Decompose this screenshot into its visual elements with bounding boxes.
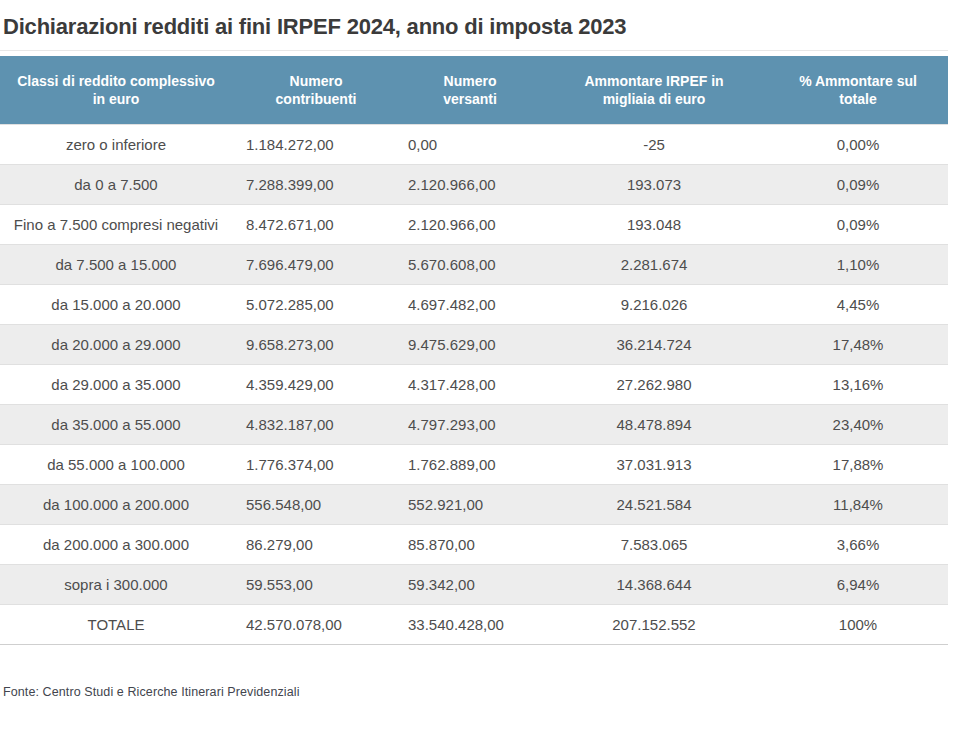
value-cell: 9.475.629,00 [400, 324, 540, 364]
value-cell: 36.214.724 [540, 324, 768, 364]
income-class-cell: da 20.000 a 29.000 [0, 324, 232, 364]
value-cell: 0,00 [400, 124, 540, 164]
value-cell: 4.359.429,00 [232, 364, 400, 404]
value-cell: 5.072.285,00 [232, 284, 400, 324]
column-header-5: % Ammontare sul totale [768, 56, 948, 124]
value-cell: 0,09% [768, 164, 948, 204]
table-row-total: TOTALE42.570.078,0033.540.428,00207.152.… [0, 604, 948, 644]
value-cell: 85.870,00 [400, 524, 540, 564]
value-cell: 100% [768, 604, 948, 644]
column-header-2: Numero contribuenti [232, 56, 400, 124]
value-cell: 9.216.026 [540, 284, 768, 324]
table-header-row: Classi di reddito complessivo in euroNum… [0, 56, 948, 124]
value-cell: 4.317.428,00 [400, 364, 540, 404]
value-cell: 1.762.889,00 [400, 444, 540, 484]
value-cell: 27.262.980 [540, 364, 768, 404]
value-cell: 11,84% [768, 484, 948, 524]
value-cell: 4.832.187,00 [232, 404, 400, 444]
value-cell: 86.279,00 [232, 524, 400, 564]
value-cell: 4.697.482,00 [400, 284, 540, 324]
table-row: zero o inferiore1.184.272,000,00-250,00% [0, 124, 948, 164]
value-cell: 23,40% [768, 404, 948, 444]
income-class-cell: Fino a 7.500 compresi negativi [0, 204, 232, 244]
column-header-1: Classi di reddito complessivo in euro [0, 56, 232, 124]
income-class-cell: da 29.000 a 35.000 [0, 364, 232, 404]
value-cell: 7.696.479,00 [232, 244, 400, 284]
table-body: zero o inferiore1.184.272,000,00-250,00%… [0, 124, 948, 644]
income-class-cell: TOTALE [0, 604, 232, 644]
irpef-data-table: Classi di reddito complessivo in euroNum… [0, 56, 948, 645]
income-class-cell: da 35.000 a 55.000 [0, 404, 232, 444]
value-cell: 59.342,00 [400, 564, 540, 604]
column-header-3: Numero versanti [400, 56, 540, 124]
table-row: da 55.000 a 100.0001.776.374,001.762.889… [0, 444, 948, 484]
income-class-cell: da 100.000 a 200.000 [0, 484, 232, 524]
value-cell: 9.658.273,00 [232, 324, 400, 364]
table-row: sopra i 300.00059.553,0059.342,0014.368.… [0, 564, 948, 604]
income-class-cell: zero o inferiore [0, 124, 232, 164]
value-cell: 6,94% [768, 564, 948, 604]
value-cell: 0,00% [768, 124, 948, 164]
value-cell: 556.548,00 [232, 484, 400, 524]
table-header: Classi di reddito complessivo in euroNum… [0, 56, 948, 124]
value-cell: 7.583.065 [540, 524, 768, 564]
table-row: da 20.000 a 29.0009.658.273,009.475.629,… [0, 324, 948, 364]
column-header-4: Ammontare IRPEF in migliaia di euro [540, 56, 768, 124]
value-cell: 13,16% [768, 364, 948, 404]
value-cell: 14.368.644 [540, 564, 768, 604]
value-cell: -25 [540, 124, 768, 164]
value-cell: 48.478.894 [540, 404, 768, 444]
income-class-cell: da 15.000 a 20.000 [0, 284, 232, 324]
table-row: da 29.000 a 35.0004.359.429,004.317.428,… [0, 364, 948, 404]
value-cell: 193.048 [540, 204, 768, 244]
value-cell: 37.031.913 [540, 444, 768, 484]
value-cell: 4.797.293,00 [400, 404, 540, 444]
value-cell: 42.570.078,00 [232, 604, 400, 644]
table-row: da 0 a 7.5007.288.399,002.120.966,00193.… [0, 164, 948, 204]
value-cell: 552.921,00 [400, 484, 540, 524]
value-cell: 0,09% [768, 204, 948, 244]
value-cell: 5.670.608,00 [400, 244, 540, 284]
value-cell: 2.120.966,00 [400, 164, 540, 204]
value-cell: 1,10% [768, 244, 948, 284]
value-cell: 1.184.272,00 [232, 124, 400, 164]
income-class-cell: sopra i 300.000 [0, 564, 232, 604]
irpef-table-container: Classi di reddito complessivo in euroNum… [0, 50, 948, 645]
value-cell: 7.288.399,00 [232, 164, 400, 204]
value-cell: 4,45% [768, 284, 948, 324]
income-class-cell: da 200.000 a 300.000 [0, 524, 232, 564]
income-class-cell: da 0 a 7.500 [0, 164, 232, 204]
value-cell: 59.553,00 [232, 564, 400, 604]
value-cell: 17,88% [768, 444, 948, 484]
source-note: Fonte: Centro Studi e Ricerche Itinerari… [3, 685, 964, 699]
value-cell: 24.521.584 [540, 484, 768, 524]
income-class-cell: da 7.500 a 15.000 [0, 244, 232, 284]
table-row: da 200.000 a 300.00086.279,0085.870,007.… [0, 524, 948, 564]
table-row: da 7.500 a 15.0007.696.479,005.670.608,0… [0, 244, 948, 284]
table-row: da 35.000 a 55.0004.832.187,004.797.293,… [0, 404, 948, 444]
table-row: da 15.000 a 20.0005.072.285,004.697.482,… [0, 284, 948, 324]
value-cell: 3,66% [768, 524, 948, 564]
page: Dichiarazioni redditi ai fini IRPEF 2024… [0, 0, 964, 736]
value-cell: 33.540.428,00 [400, 604, 540, 644]
value-cell: 8.472.671,00 [232, 204, 400, 244]
value-cell: 17,48% [768, 324, 948, 364]
value-cell: 2.281.674 [540, 244, 768, 284]
value-cell: 2.120.966,00 [400, 204, 540, 244]
value-cell: 207.152.552 [540, 604, 768, 644]
page-title: Dichiarazioni redditi ai fini IRPEF 2024… [0, 0, 964, 41]
income-class-cell: da 55.000 a 100.000 [0, 444, 232, 484]
value-cell: 193.073 [540, 164, 768, 204]
table-row: da 100.000 a 200.000556.548,00552.921,00… [0, 484, 948, 524]
table-row: Fino a 7.500 compresi negativi8.472.671,… [0, 204, 948, 244]
value-cell: 1.776.374,00 [232, 444, 400, 484]
